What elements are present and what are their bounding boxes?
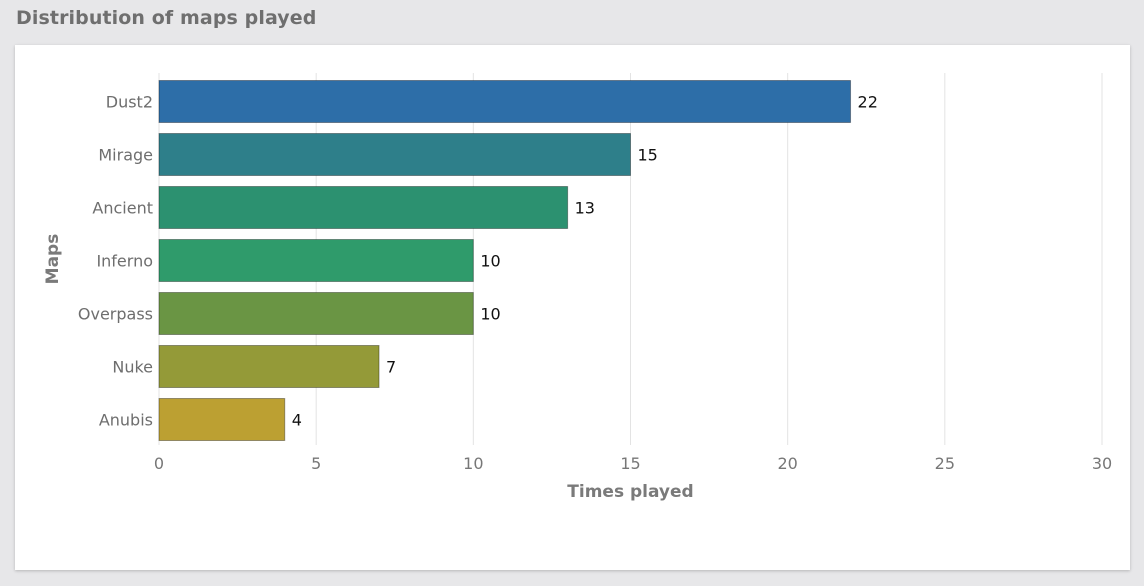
x-tick-label: 25 bbox=[935, 454, 955, 473]
y-axis-title: Maps bbox=[43, 234, 63, 285]
category-label: Anubis bbox=[99, 411, 153, 430]
x-tick-label: 15 bbox=[620, 454, 640, 473]
category-label: Nuke bbox=[112, 358, 153, 377]
value-label: 15 bbox=[638, 146, 658, 165]
bar-ancient[interactable] bbox=[158, 186, 569, 229]
x-tick-label: 20 bbox=[777, 454, 797, 473]
bar-chart: Dust2 Mirage Ancient Inferno Overpass Nuke Anu… bbox=[43, 73, 1112, 502]
bar-mirage[interactable] bbox=[158, 133, 631, 176]
x-tick-labels: 0 5 10 15 20 25 30 bbox=[154, 454, 1112, 473]
category-label: Overpass bbox=[78, 305, 153, 324]
category-labels: Dust2 Mirage Ancient Inferno Overpass Nuke Anu… bbox=[78, 93, 153, 430]
x-tick-label: 10 bbox=[463, 454, 483, 473]
x-tick-label: 5 bbox=[311, 454, 321, 473]
bar-anubis[interactable] bbox=[158, 398, 286, 441]
x-tick-label: 30 bbox=[1092, 454, 1112, 473]
category-label: Ancient bbox=[92, 199, 153, 218]
page-title: Distribution of maps played bbox=[16, 7, 317, 29]
x-axis-title: Times played bbox=[567, 482, 693, 502]
category-label: Inferno bbox=[96, 252, 153, 271]
bars bbox=[158, 80, 852, 441]
bar-nuke[interactable] bbox=[158, 345, 380, 388]
value-label: 22 bbox=[858, 93, 878, 112]
value-label: 4 bbox=[292, 411, 302, 430]
value-labels: 22 15 13 10 10 7 4 bbox=[292, 93, 878, 430]
value-label: 10 bbox=[480, 305, 500, 324]
value-label: 13 bbox=[575, 199, 595, 218]
bar-inferno[interactable] bbox=[158, 239, 474, 282]
value-label: 7 bbox=[386, 358, 396, 377]
x-tick-label: 0 bbox=[154, 454, 164, 473]
chart-card: Dust2 Mirage Ancient Inferno Overpass Nuke Anu… bbox=[15, 45, 1130, 570]
category-label: Dust2 bbox=[106, 93, 153, 112]
value-label: 10 bbox=[480, 252, 500, 271]
category-label: Mirage bbox=[98, 146, 153, 165]
bar-overpass[interactable] bbox=[158, 292, 474, 335]
bar-dust2[interactable] bbox=[158, 80, 852, 123]
